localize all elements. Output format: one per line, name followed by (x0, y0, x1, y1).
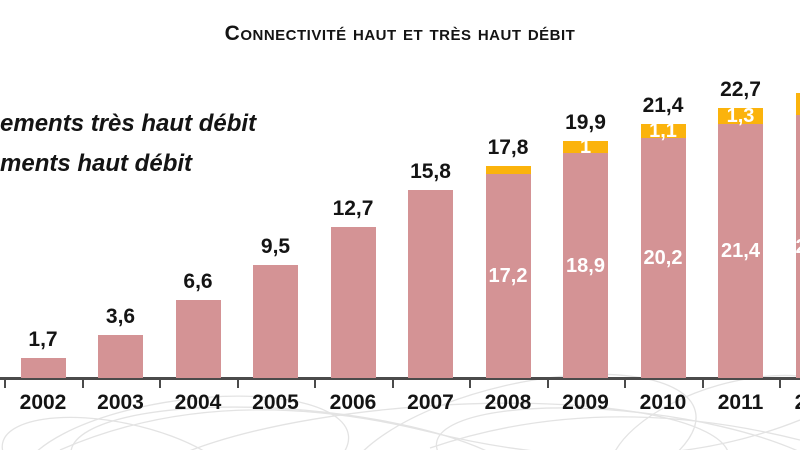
bar-segment-tres-haut-debit (640, 123, 686, 138)
bar-segment-haut-debit (563, 153, 608, 378)
x-axis-year-label: 2008 (484, 391, 532, 414)
bar-segment-haut-debit (718, 123, 763, 378)
axis-tick (701, 380, 704, 388)
x-axis-year-label: 2012 (773, 391, 800, 415)
axis-tick (4, 380, 7, 388)
bar-value-label-haut-debit: 18,9 (566, 254, 605, 277)
x-axis-year-label: 2010 (639, 391, 687, 414)
x-axis-year-label: 2002 (19, 391, 67, 414)
chart-legend: ements très haut débit ments haut débit (0, 104, 256, 184)
bar-segment-haut-debit (330, 227, 376, 378)
bar-segment-tres-haut-debit (563, 141, 608, 154)
axis-tick (469, 380, 472, 388)
bar-total-label: 17,8 (487, 136, 529, 160)
legend-item-tres-haut-debit: ements très haut débit (0, 110, 257, 137)
x-axis-year-label: 2003 (97, 391, 144, 414)
bar-segment-haut-debit (485, 173, 531, 378)
bar-segment-haut-debit (253, 265, 298, 378)
bar-segment-haut-debit (98, 335, 143, 378)
axis-tick (159, 380, 162, 388)
bar-segment-tres-haut-debit (795, 92, 800, 116)
x-axis-year-label: 2011 (717, 391, 764, 414)
bar-total-label: 15,8 (410, 160, 451, 184)
axis-tick (314, 380, 317, 388)
bar-value-label-tres-haut-debit: 1,1 (649, 119, 677, 142)
bar-value-label-tres-haut-debit: 1 (579, 136, 592, 159)
bar-total-label: 6,6 (183, 269, 213, 293)
bar-total-label: 9,5 (260, 235, 291, 259)
bar-value-label-haut-debit: 21,4 (721, 239, 760, 262)
x-axis-year-label: 2006 (329, 391, 377, 414)
bar-segment-haut-debit (640, 137, 686, 378)
x-axis-year-label: 2005 (252, 391, 299, 414)
bar-value-label-haut-debit: 2 (796, 236, 800, 258)
x-axis-year-label: 2009 (562, 391, 609, 414)
bar-total-label: 12,7 (332, 197, 374, 221)
x-axis-year-label: 2007 (407, 391, 454, 414)
x-axis-line (0, 377, 800, 380)
bar-segment-tres-haut-debit (485, 166, 531, 174)
axis-tick (546, 380, 549, 388)
axis-tick (81, 380, 84, 388)
bar-total-label: 19,9 (565, 111, 606, 135)
bar-total-label: 22,7 (720, 78, 761, 102)
axis-tick (236, 380, 239, 388)
bar-segment-haut-debit (795, 115, 800, 378)
bar-total-label: 3,6 (105, 305, 136, 329)
chart-title: Connectivité haut et très haut débit (224, 22, 576, 45)
axis-tick (779, 380, 782, 388)
bar-value-label-haut-debit: 17,2 (488, 264, 528, 287)
bar-total-label: 1,7 (28, 327, 58, 351)
axis-tick (391, 380, 394, 388)
bar-total-label: 21,4 (642, 93, 684, 117)
x-axis-year-label: 2004 (174, 391, 222, 414)
bar-segment-haut-debit (175, 299, 221, 378)
bar-value-label-haut-debit: 20,2 (643, 246, 683, 269)
bar-value-label-tres-haut-debit: 1,3 (726, 104, 755, 127)
bar-segment-tres-haut-debit (718, 108, 763, 124)
bar-segment-haut-debit (408, 190, 453, 378)
axis-tick (624, 380, 627, 388)
legend-item-haut-debit: ments haut débit (0, 150, 193, 177)
bar-segment-haut-debit (20, 357, 66, 378)
